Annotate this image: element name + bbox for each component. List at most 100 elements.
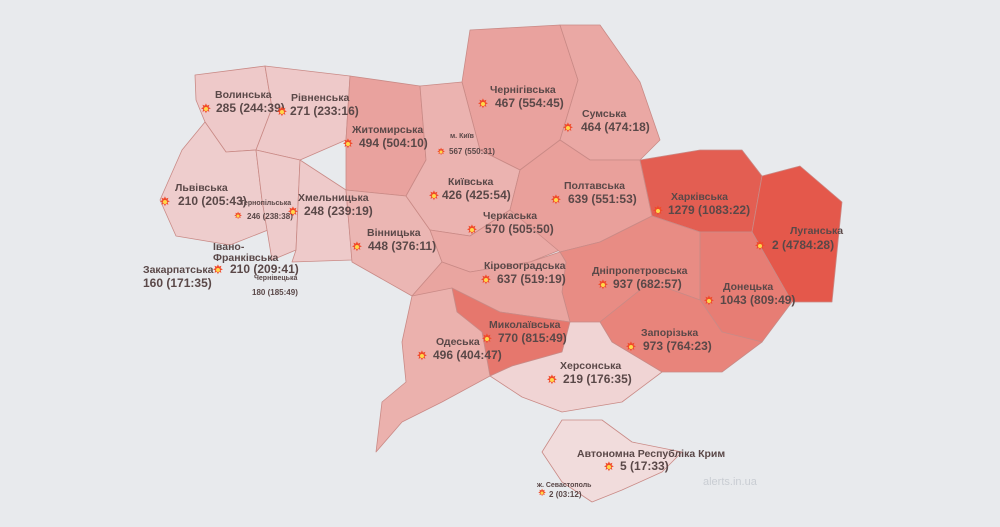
air-alert-icon: ✸ bbox=[436, 146, 446, 158]
alert-count: 180 bbox=[252, 288, 266, 297]
region-name: Чернігівська bbox=[490, 84, 556, 96]
alert-count: 637 bbox=[497, 272, 518, 286]
alert-duration: 233:16 bbox=[313, 104, 358, 118]
region-name: Київська bbox=[448, 176, 494, 188]
region-20[interactable] bbox=[375, 287, 491, 453]
alert-count: 570 bbox=[485, 222, 506, 236]
alert-count: 219 bbox=[563, 372, 584, 386]
region-5[interactable] bbox=[559, 24, 661, 161]
alert-count: 639 bbox=[568, 192, 589, 206]
air-alert-icon: ✸ bbox=[652, 203, 664, 218]
alert-duration: 551:53 bbox=[591, 192, 636, 206]
alert-duration: 519:19 bbox=[520, 272, 565, 286]
alert-count: 973 bbox=[643, 339, 664, 353]
air-alert-icon: ✸ bbox=[481, 331, 493, 346]
alert-count: 770 bbox=[498, 331, 519, 345]
alert-count: 1043 bbox=[720, 293, 747, 307]
region-name: Одеська bbox=[436, 336, 480, 348]
air-alert-icon: ✸ bbox=[603, 459, 615, 474]
air-alert-icon: ✸ bbox=[562, 120, 574, 135]
alert-count: 246 bbox=[247, 212, 261, 221]
air-alert-icon: ✸ bbox=[466, 222, 478, 237]
alert-stats: 160 171:35 bbox=[143, 276, 212, 290]
air-alert-icon: ✸ bbox=[351, 239, 363, 254]
alert-count: 2 bbox=[772, 238, 779, 252]
region-name: Житомирська bbox=[352, 124, 424, 136]
alert-stats: 210 205:43 bbox=[178, 194, 247, 208]
region-name: Запорізька bbox=[641, 327, 699, 339]
region-name: Черкаська bbox=[483, 210, 538, 222]
alert-duration: 425:54 bbox=[465, 188, 510, 202]
region-name: Чернівецька bbox=[254, 275, 298, 282]
region-name: Миколаївська bbox=[489, 319, 561, 331]
air-alert-icon: ✸ bbox=[287, 204, 299, 219]
region-name: Тернопільська bbox=[240, 200, 292, 207]
alert-count: 210 bbox=[230, 262, 251, 276]
alert-count: 160 bbox=[143, 276, 164, 290]
region-7[interactable] bbox=[255, 149, 301, 261]
region-name: Донецька bbox=[723, 281, 774, 293]
alert-stats: 246 238:38 bbox=[247, 211, 293, 222]
region-name: Луганська bbox=[790, 225, 844, 237]
alert-stats: 639 551:53 bbox=[568, 192, 637, 206]
alert-stats: 973 764:23 bbox=[643, 339, 712, 353]
region-name: Вінницька bbox=[367, 227, 421, 239]
alert-count: 567 bbox=[449, 147, 463, 156]
alert-duration: 171:35 bbox=[166, 276, 211, 290]
alert-stats: 467 554:45 bbox=[495, 96, 564, 110]
air-alert-icon: ✸ bbox=[159, 194, 171, 209]
alert-count: 494 bbox=[359, 136, 380, 150]
watermark: alerts.in.ua bbox=[703, 476, 757, 488]
region-name: Рівненська bbox=[291, 92, 350, 104]
alert-count: 285 bbox=[216, 101, 237, 115]
alert-count: 5 bbox=[620, 459, 627, 473]
region-22[interactable] bbox=[541, 419, 683, 503]
air-alert-icon: ✸ bbox=[477, 96, 489, 111]
air-alert-icon: ✸ bbox=[200, 101, 212, 116]
region-name: Хмельницька bbox=[298, 192, 369, 204]
region-name: ж. Севастополь bbox=[537, 482, 592, 489]
alert-stats: 494 504:10 bbox=[359, 136, 428, 150]
alert-stats: 570 505:50 bbox=[485, 222, 554, 236]
alert-stats: 285 244:39 bbox=[216, 101, 285, 115]
region-6[interactable] bbox=[159, 121, 269, 246]
alert-duration: 505:50 bbox=[508, 222, 553, 236]
alert-stats: 426 425:54 bbox=[442, 188, 511, 202]
region-21[interactable] bbox=[489, 321, 663, 413]
alert-stats: 2 4784:28 bbox=[772, 238, 834, 252]
region-name: Полтавська bbox=[564, 180, 625, 192]
alert-duration: 376:11 bbox=[391, 239, 436, 253]
air-alert-icon: ✸ bbox=[416, 348, 428, 363]
alert-stats: 5 17:33 bbox=[620, 459, 669, 473]
alert-duration: 550:31 bbox=[465, 147, 495, 156]
air-alert-icon: ✸ bbox=[546, 372, 558, 387]
region-name: Сумська bbox=[582, 108, 627, 120]
region-name: Івано- Франківська bbox=[213, 241, 279, 264]
air-alert-icon: ✸ bbox=[342, 136, 354, 151]
alert-duration: 474:18 bbox=[604, 120, 649, 134]
alert-count: 496 bbox=[433, 348, 454, 362]
alert-count: 937 bbox=[613, 277, 634, 291]
alert-duration: 554:45 bbox=[518, 96, 563, 110]
air-alert-icon: ✸ bbox=[703, 293, 715, 308]
air-alert-icon: ✸ bbox=[597, 277, 609, 292]
air-alert-icon: ✸ bbox=[428, 188, 440, 203]
region-name: Закарпатська bbox=[143, 264, 214, 276]
region-name: Харківська bbox=[671, 191, 729, 203]
air-alert-icon: ✸ bbox=[276, 104, 288, 119]
alert-stats: 1279 1083:22 bbox=[668, 203, 750, 217]
air-alert-icon: ✸ bbox=[233, 210, 243, 222]
alert-duration: 209:41 bbox=[253, 262, 298, 276]
alert-duration: 239:19 bbox=[327, 204, 372, 218]
alert-stats: 2 03:12 bbox=[549, 489, 582, 500]
alert-stats: 219 176:35 bbox=[563, 372, 632, 386]
alert-duration: 764:23 bbox=[666, 339, 711, 353]
alert-count: 467 bbox=[495, 96, 516, 110]
region-8[interactable] bbox=[291, 159, 353, 263]
alert-duration: 815:49 bbox=[521, 331, 566, 345]
alert-count: 448 bbox=[368, 239, 389, 253]
alert-duration: 504:10 bbox=[382, 136, 427, 150]
alert-stats: 271 233:16 bbox=[290, 104, 359, 118]
region-name: Херсонська bbox=[560, 360, 622, 372]
